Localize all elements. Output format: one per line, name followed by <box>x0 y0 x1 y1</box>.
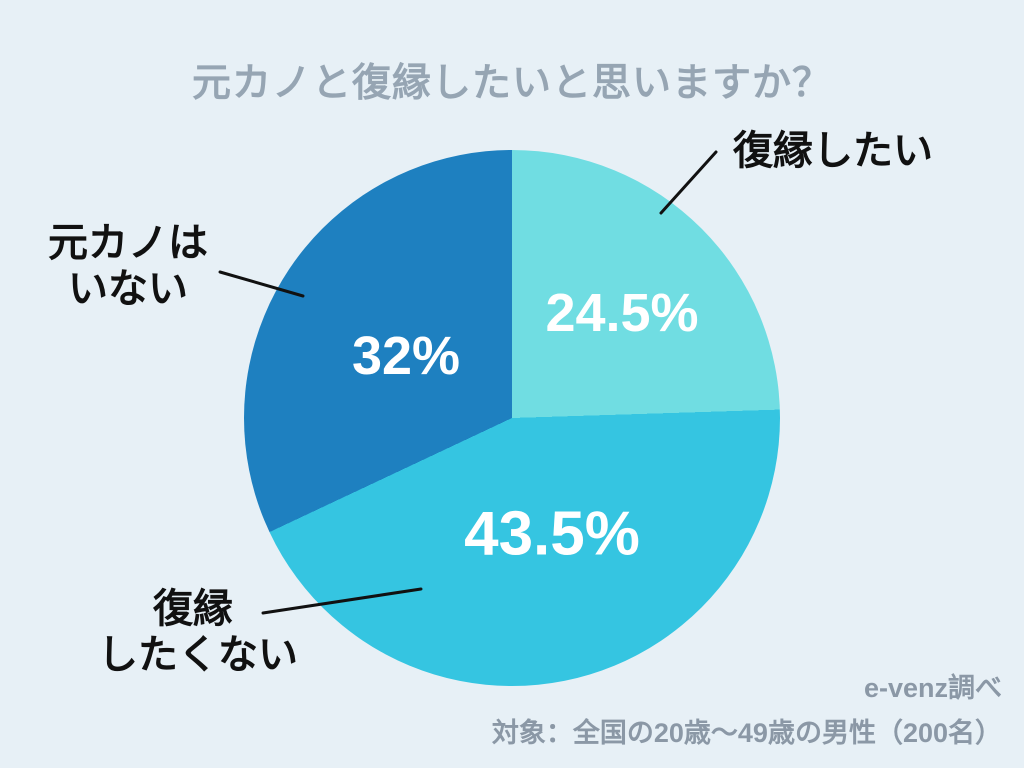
callout-label-line: したくない <box>98 633 298 677</box>
chart-footer: e-venz調べ 対象：全国の20歳〜49歳の男性（200名） <box>492 666 1002 750</box>
chart-title: 元カノと復縁したいと思いますか？ <box>191 62 832 105</box>
callout-label-line: 復縁したい <box>733 129 933 173</box>
callout-label-line: 復縁 <box>153 587 233 631</box>
callout-label-fukuen-shitai: 復縁したい <box>733 128 933 174</box>
survey-source: e-venz調べ <box>863 673 1002 703</box>
pie <box>244 150 780 686</box>
slice-value-fukuen-shitakunai: 43.5% <box>464 499 640 569</box>
slice-value-motokano-inai: 32% <box>351 326 461 386</box>
callout-label-line: 元カノは <box>48 221 208 265</box>
slice-value-fukuen-shitai: 24.5% <box>545 283 699 343</box>
callout-label-motokano-inai: 元カノは いない <box>33 220 223 312</box>
callout-label-fukuen-shitakunai: 復縁 したくない <box>98 586 298 678</box>
survey-sample-note: 対象：全国の20歳〜49歳の男性（200名） <box>491 718 1002 748</box>
callout-label-line: いない <box>68 267 188 311</box>
